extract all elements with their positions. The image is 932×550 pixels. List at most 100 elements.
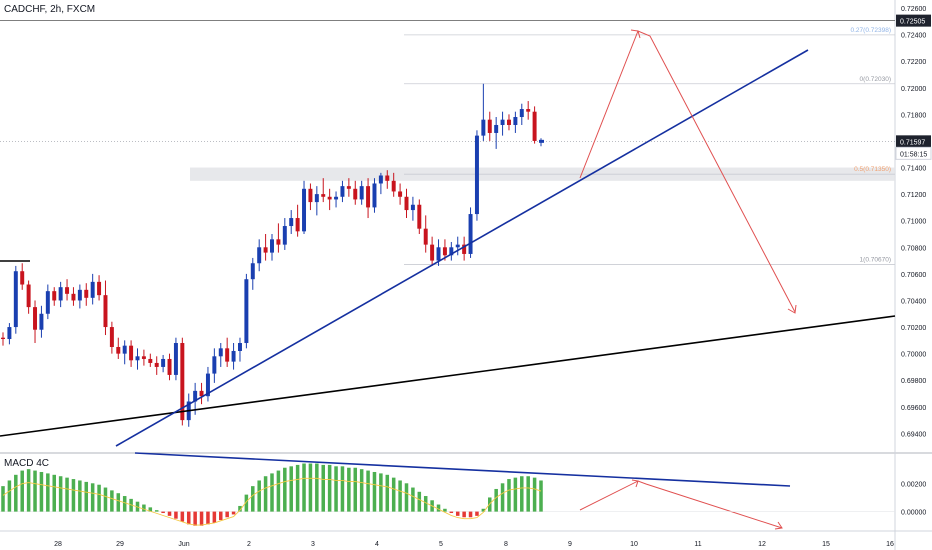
candle-body bbox=[129, 345, 134, 361]
last-price-marker bbox=[539, 139, 544, 143]
candle-body bbox=[122, 345, 127, 354]
candle-body bbox=[180, 343, 185, 421]
time-tick-label: 4 bbox=[375, 541, 379, 548]
candlestick-series bbox=[1, 83, 543, 427]
price-tick-label: 0.72400 bbox=[901, 33, 926, 40]
candle-body bbox=[481, 119, 486, 136]
candle-body bbox=[237, 343, 242, 351]
price-tag-bg bbox=[896, 135, 931, 148]
time-axis[interactable]: 28 29 Jun 2 3 4 5 8 9 10 11 12 15 16 bbox=[54, 541, 894, 548]
candle-body bbox=[398, 191, 403, 197]
price-tick-label: 0.69400 bbox=[901, 431, 926, 438]
price-tags: 0.72505 0.71597 01:58:15 bbox=[539, 14, 932, 160]
candle-body bbox=[430, 244, 435, 261]
candle-body bbox=[404, 196, 409, 211]
candle-body bbox=[417, 204, 422, 229]
candle-body bbox=[148, 358, 153, 363]
time-tick-label: 16 bbox=[886, 541, 894, 548]
candle-body bbox=[436, 247, 441, 261]
time-tick-label: 29 bbox=[116, 541, 124, 548]
price-tag-bg bbox=[895, 146, 932, 160]
candle-body bbox=[116, 347, 121, 354]
candle-body bbox=[302, 188, 307, 232]
candle-body bbox=[321, 194, 326, 197]
price-tick-label: 0.69600 bbox=[901, 405, 926, 412]
time-tick-label: 12 bbox=[758, 541, 766, 548]
price-tick-label: 0.70200 bbox=[901, 325, 926, 332]
candle-body bbox=[500, 119, 505, 125]
price-tick-label: 0.70800 bbox=[901, 245, 926, 252]
candle-body bbox=[250, 263, 255, 280]
macd-signal-line bbox=[2, 477, 542, 526]
candle-body bbox=[244, 279, 249, 344]
candle-body bbox=[205, 373, 210, 397]
time-tick-label: 5 bbox=[439, 541, 443, 548]
price-tick-label: 0.71800 bbox=[901, 112, 926, 119]
candle-body bbox=[410, 204, 415, 211]
candle-body bbox=[65, 287, 70, 294]
arrow-head bbox=[630, 29, 641, 39]
indicator-title[interactable]: MACD 4C bbox=[4, 458, 50, 469]
price-tick-label: 0.70400 bbox=[901, 298, 926, 305]
candle-body bbox=[462, 244, 467, 254]
price-tag-bg bbox=[896, 14, 931, 27]
fibonacci-levels: 0.27(0.72398) 0(0.72030) 0.5(0.71350) 1(0.7… bbox=[404, 27, 895, 265]
macd-projection-arrow bbox=[579, 480, 783, 529]
price-axis[interactable]: 0.726000.724000.722000.720000.718000.716… bbox=[901, 6, 926, 438]
candle-body bbox=[45, 291, 50, 314]
candle-body bbox=[193, 390, 198, 402]
time-tick-label: 2 bbox=[247, 541, 251, 548]
arrow-head bbox=[631, 479, 639, 488]
candle-body bbox=[340, 186, 345, 197]
candle-body bbox=[378, 175, 383, 184]
candle-body bbox=[532, 111, 537, 141]
time-tick-label: 11 bbox=[694, 541, 701, 548]
candle-body bbox=[109, 327, 114, 347]
fib-level-label: 0.27(0.72398) bbox=[851, 27, 891, 34]
candle-body bbox=[218, 348, 223, 357]
fib-level-label: 1(0.70670) bbox=[860, 257, 891, 264]
candle-body bbox=[225, 348, 230, 362]
macd-divergence-line bbox=[134, 452, 791, 487]
candle-body bbox=[84, 289, 89, 298]
candle-body bbox=[513, 117, 518, 125]
time-tick-label: 15 bbox=[822, 541, 830, 548]
price-tag-label: 01:58:15 bbox=[900, 151, 927, 158]
candle-body bbox=[423, 228, 428, 245]
price-tick-label: 0.71000 bbox=[901, 219, 926, 226]
price-tick-label: 0.71200 bbox=[901, 192, 926, 199]
candle-body bbox=[487, 119, 492, 133]
candle-body bbox=[449, 247, 454, 256]
price-tag-label: 0.71597 bbox=[900, 139, 925, 146]
price-tick-label: 0.70600 bbox=[901, 272, 926, 279]
candle-body bbox=[282, 226, 287, 245]
candle-body bbox=[494, 124, 499, 133]
arrow-head bbox=[787, 304, 797, 314]
candle-body bbox=[519, 109, 524, 118]
candle-body bbox=[276, 239, 281, 245]
price-tick-label: 0.72600 bbox=[901, 6, 926, 13]
candle-body bbox=[359, 186, 364, 200]
arrow-head bbox=[774, 521, 783, 530]
candle-body bbox=[33, 307, 38, 330]
candle-body bbox=[135, 356, 140, 361]
symbol-title[interactable]: CADCHF, 2h, FXCM bbox=[4, 4, 96, 15]
candle-body bbox=[167, 358, 172, 375]
candle-body bbox=[7, 327, 12, 340]
candle-body bbox=[77, 289, 82, 301]
candle-body bbox=[442, 247, 447, 256]
candle-body bbox=[52, 291, 57, 301]
candle-body bbox=[506, 119, 511, 125]
price-tick-label: 0.69800 bbox=[901, 378, 926, 385]
candle-body bbox=[308, 188, 313, 203]
candle-body bbox=[327, 196, 332, 200]
candle-body bbox=[257, 247, 262, 264]
price-tick-label: 0.72200 bbox=[901, 59, 926, 66]
candle-body bbox=[474, 135, 479, 215]
candle-body bbox=[289, 218, 294, 227]
candle-body bbox=[39, 313, 44, 330]
long-trendline-black bbox=[0, 315, 896, 437]
candle-body bbox=[141, 356, 146, 359]
